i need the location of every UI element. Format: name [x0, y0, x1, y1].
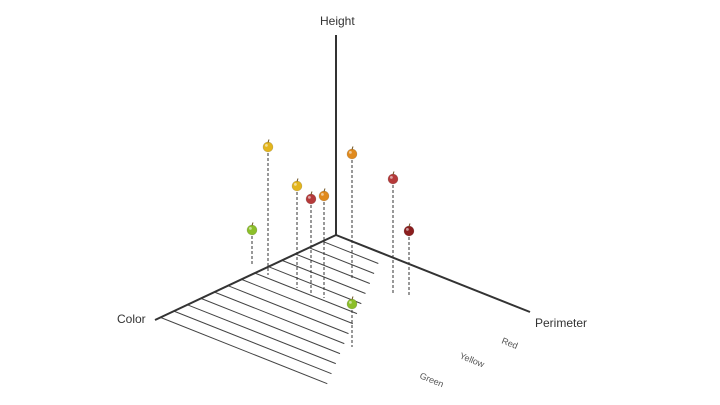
apple-highlight	[321, 193, 324, 196]
apple-stem	[251, 222, 254, 226]
apple-icon	[346, 298, 358, 310]
apple-highlight	[265, 144, 268, 147]
apple-point	[346, 146, 358, 160]
apple-stem	[323, 188, 326, 192]
apple-highlight	[294, 183, 297, 186]
apple-icon	[403, 225, 415, 237]
color-axis-label: Color	[117, 312, 146, 326]
category-label-red: Red	[500, 336, 519, 351]
grid-line	[227, 285, 349, 335]
apple-point	[403, 223, 415, 237]
grid-line	[187, 304, 336, 365]
grid-line	[254, 272, 358, 315]
apple-point	[262, 139, 274, 153]
apple-highlight	[349, 151, 352, 154]
apple-icon	[387, 173, 399, 185]
grid-line	[322, 240, 379, 264]
apple-highlight	[308, 196, 311, 199]
grid-line	[173, 310, 332, 375]
axes	[154, 35, 531, 321]
apple-icon	[318, 190, 330, 202]
apple-highlight	[406, 228, 409, 231]
apple-point	[291, 178, 303, 192]
apple-stem	[408, 223, 411, 227]
apple-highlight	[390, 176, 393, 179]
apple-point	[387, 171, 399, 185]
apple-stem	[351, 296, 354, 300]
apple-point	[246, 222, 258, 236]
apple-icon	[305, 193, 317, 205]
perimeter-axis	[335, 234, 531, 313]
drop-lines	[251, 153, 410, 347]
floor-grid	[160, 240, 379, 385]
apple-icon	[262, 141, 274, 153]
apple-highlight	[249, 227, 252, 230]
grid-line	[241, 278, 353, 325]
apple-points	[246, 139, 415, 310]
color-category-labels: Red Yellow Green	[418, 336, 519, 390]
apple-point	[305, 191, 317, 205]
grid-line	[281, 259, 366, 294]
height-axis-label: Height	[320, 14, 355, 28]
apple-point	[318, 188, 330, 202]
apple-stem	[351, 146, 354, 150]
grid-line	[200, 297, 341, 355]
grid-line	[160, 316, 328, 385]
apple-stem	[310, 191, 313, 195]
category-label-yellow: Yellow	[458, 351, 486, 370]
perimeter-axis-label: Perimeter	[535, 316, 588, 330]
apple-stem	[267, 139, 270, 143]
apple-point	[346, 296, 358, 310]
grid-line	[268, 266, 362, 305]
apple-stem	[296, 178, 299, 182]
category-label-green: Green	[418, 371, 445, 390]
apple-icon	[246, 224, 258, 236]
grid-line	[308, 247, 375, 274]
grid-line	[295, 253, 370, 284]
apple-highlight	[349, 301, 352, 304]
color-axis	[154, 234, 337, 321]
apple-stem	[392, 171, 395, 175]
apple-icon	[346, 148, 358, 160]
grid-line	[214, 291, 345, 345]
apple-icon	[291, 180, 303, 192]
